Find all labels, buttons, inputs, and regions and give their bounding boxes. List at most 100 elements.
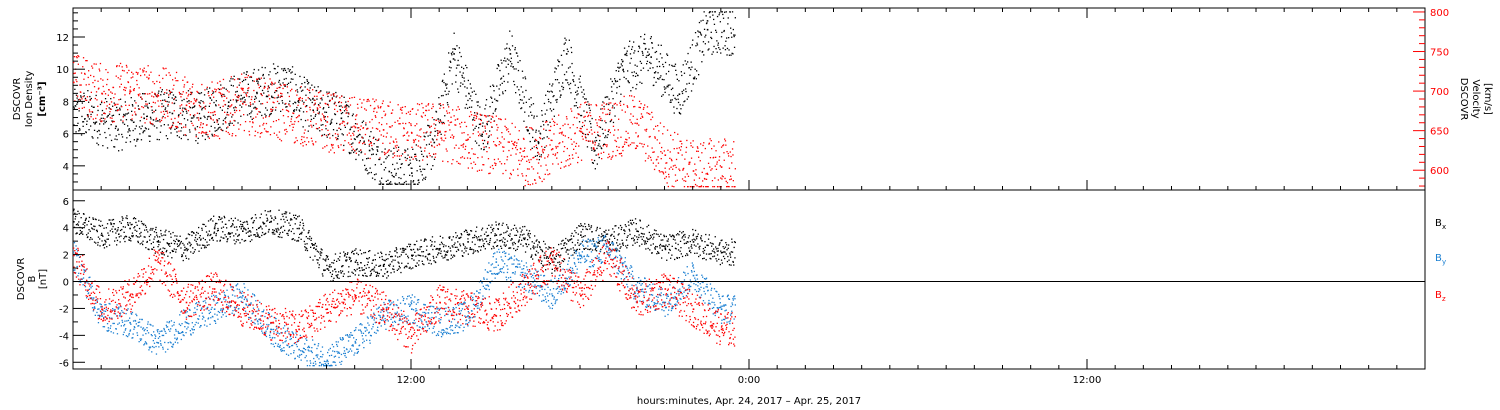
- bx-point: [601, 239, 603, 241]
- density-point: [547, 98, 550, 101]
- bx-point: [657, 251, 659, 253]
- density-point: [89, 98, 91, 101]
- velocity-point: [233, 124, 235, 126]
- density-point: [123, 123, 126, 125]
- velocity-point: [138, 95, 140, 97]
- bx-point: [358, 267, 361, 269]
- velocity-point: [322, 147, 324, 149]
- velocity-point: [386, 132, 388, 134]
- velocity-point: [517, 168, 519, 170]
- bx-point: [386, 270, 389, 273]
- bx-point: [500, 247, 503, 249]
- velocity-point: [624, 141, 626, 143]
- velocity-point: [722, 176, 724, 178]
- density-point: [571, 62, 573, 65]
- velocity-point: [76, 80, 78, 83]
- density-point: [571, 71, 574, 74]
- bx-point: [277, 227, 279, 230]
- bx-point: [304, 246, 306, 248]
- bx-point: [288, 229, 290, 231]
- velocity-point: [580, 159, 583, 161]
- velocity-point: [447, 161, 449, 163]
- bx-point: [81, 231, 83, 233]
- density-point: [235, 91, 237, 93]
- density-point: [239, 78, 241, 80]
- density-point: [649, 37, 652, 40]
- bx-point: [486, 235, 488, 237]
- bx-point: [608, 238, 611, 240]
- velocity-point: [394, 145, 397, 147]
- velocity-point: [402, 122, 404, 124]
- velocity-point: [625, 130, 627, 133]
- velocity-point: [714, 177, 716, 179]
- density-point: [633, 52, 635, 54]
- velocity-point: [167, 103, 169, 106]
- velocity-point: [487, 158, 490, 160]
- density-point: [363, 140, 365, 142]
- density-point: [718, 14, 720, 16]
- density-point: [240, 94, 242, 97]
- velocity-point: [645, 152, 647, 155]
- velocity-point: [216, 119, 218, 121]
- density-point: [590, 123, 592, 125]
- velocity-point: [690, 145, 692, 147]
- velocity-point: [90, 74, 92, 77]
- density-point: [238, 78, 240, 80]
- density-point: [298, 109, 300, 111]
- bx-point: [520, 243, 522, 245]
- density-point: [269, 71, 271, 73]
- bx-point: [123, 236, 126, 238]
- bx-point: [75, 215, 77, 218]
- velocity-point: [730, 155, 732, 158]
- bx-point: [132, 234, 134, 237]
- velocity-point: [132, 76, 134, 78]
- density-point: [733, 34, 735, 36]
- bx-point: [107, 232, 109, 234]
- velocity-point: [630, 113, 632, 115]
- velocity-point: [278, 118, 280, 121]
- bx-point: [169, 252, 171, 254]
- density-point: [453, 58, 455, 60]
- velocity-point: [215, 135, 217, 137]
- bx-point: [117, 229, 119, 231]
- bx-point: [379, 264, 382, 267]
- velocity-point: [688, 161, 690, 163]
- density-point: [358, 150, 360, 152]
- density-point: [494, 98, 496, 100]
- bx-point: [235, 226, 238, 228]
- bx-point: [606, 233, 609, 235]
- velocity-point: [164, 92, 166, 94]
- density-point: [81, 115, 83, 118]
- bx-point: [191, 231, 193, 233]
- density-point: [257, 82, 259, 85]
- density-point: [241, 98, 243, 100]
- velocity-point: [571, 154, 574, 156]
- bx-point: [87, 236, 89, 238]
- velocity-point: [341, 106, 344, 108]
- bx-point: [433, 260, 435, 262]
- velocity-point: [187, 95, 189, 97]
- bx-point: [145, 247, 147, 249]
- density-point: [678, 111, 680, 114]
- velocity-point: [541, 145, 543, 148]
- velocity-point: [562, 141, 564, 143]
- density-point: [311, 84, 313, 86]
- density-point: [180, 130, 182, 132]
- velocity-point: [712, 186, 714, 188]
- velocity-point: [524, 147, 526, 149]
- velocity-point: [586, 133, 589, 135]
- density-point: [483, 148, 485, 150]
- bx-point: [395, 247, 397, 249]
- velocity-point: [664, 171, 667, 173]
- density-point: [104, 131, 106, 134]
- velocity-point: [640, 103, 642, 105]
- bx-point: [111, 228, 113, 230]
- bx-point: [190, 243, 192, 246]
- velocity-point: [724, 138, 726, 140]
- velocity-point: [605, 113, 607, 116]
- bx-point: [209, 239, 211, 241]
- velocity-point: [553, 124, 555, 126]
- density-point: [595, 154, 597, 156]
- density-point: [250, 112, 252, 114]
- density-point: [464, 86, 466, 88]
